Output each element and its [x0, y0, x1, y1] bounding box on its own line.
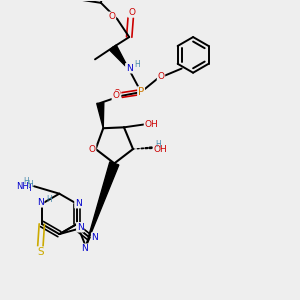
Text: N: N [77, 223, 83, 232]
Text: N: N [75, 199, 82, 208]
Text: P: P [138, 87, 144, 97]
Text: O: O [158, 72, 164, 81]
Text: H: H [27, 180, 33, 189]
Polygon shape [86, 162, 119, 246]
Text: H: H [155, 140, 161, 148]
Text: O: O [114, 89, 121, 98]
Text: NH: NH [19, 184, 32, 193]
Polygon shape [97, 103, 104, 128]
Text: O: O [112, 91, 119, 100]
Text: NH: NH [16, 182, 29, 191]
Text: H: H [46, 195, 52, 204]
Text: S: S [37, 247, 44, 257]
Text: N: N [81, 244, 88, 253]
Text: O: O [128, 8, 135, 17]
Text: H: H [134, 60, 140, 69]
Text: N: N [92, 233, 98, 242]
Text: O: O [109, 12, 116, 21]
Text: OH: OH [145, 120, 158, 129]
Text: OH: OH [154, 145, 167, 154]
Text: O: O [88, 145, 96, 154]
Text: H: H [23, 177, 29, 186]
Text: N: N [126, 64, 133, 73]
Text: N: N [37, 198, 44, 207]
Polygon shape [110, 45, 129, 70]
